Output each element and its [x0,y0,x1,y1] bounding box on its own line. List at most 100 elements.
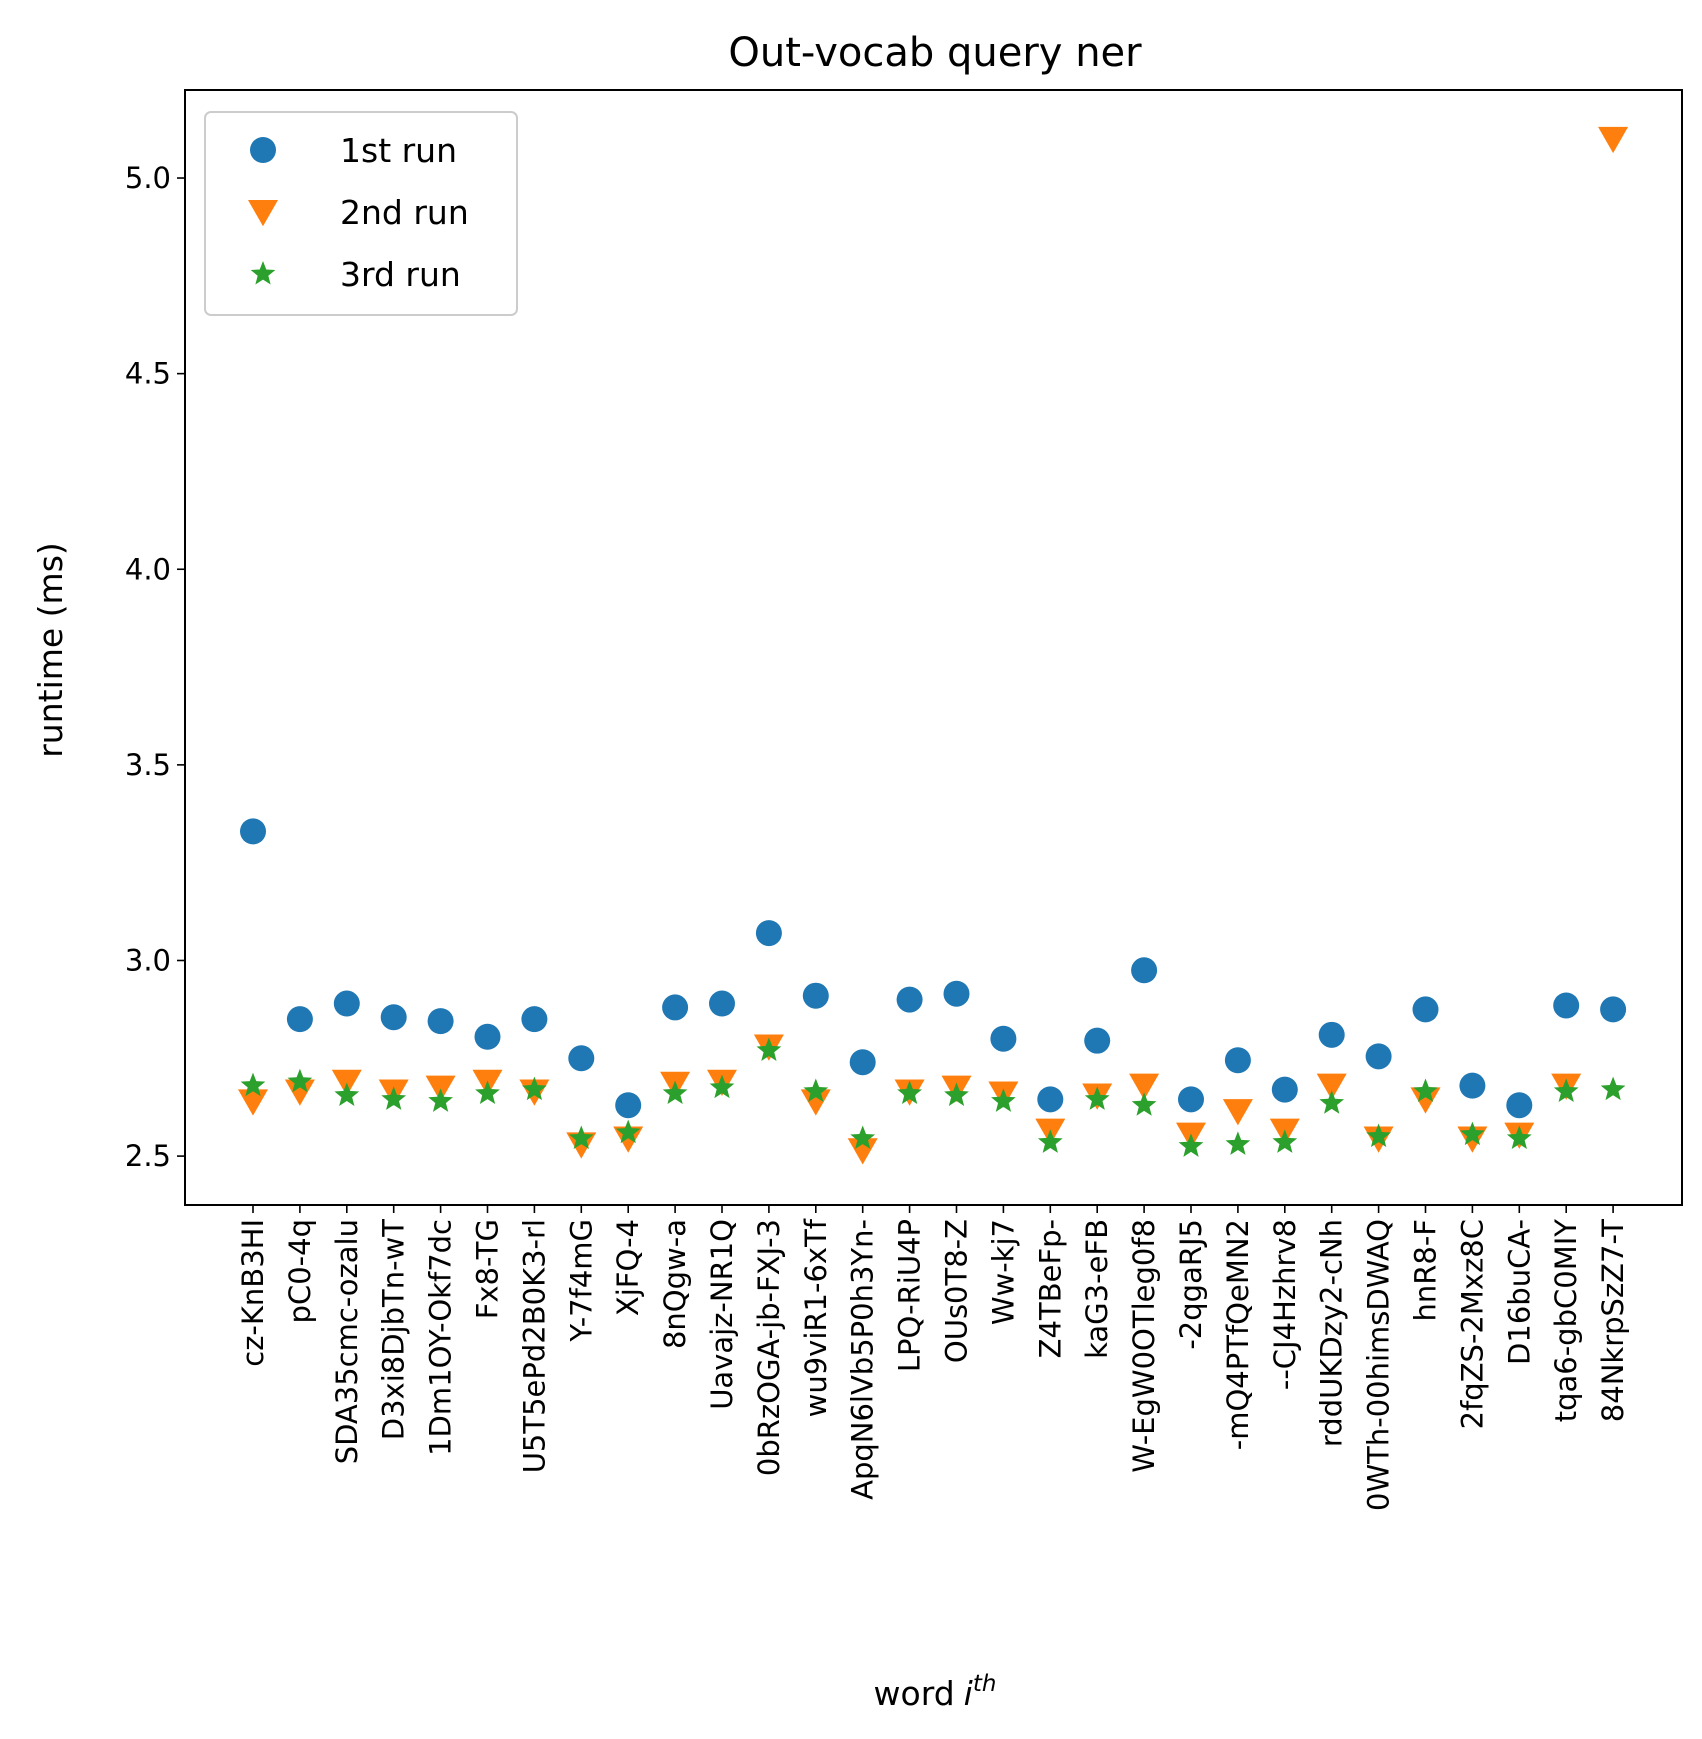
data-point [1319,1090,1345,1114]
x-tick-label: 8nQgw-a [658,1219,692,1349]
data-point [427,1008,454,1035]
data-point [850,1125,876,1150]
x-axis-label-superscript: th [973,1671,997,1697]
data-point [1131,1092,1157,1116]
data-point [1318,1021,1345,1048]
data-point [944,1082,969,1106]
data-point [522,1076,547,1101]
data-point [1271,1076,1298,1103]
data-point [286,1006,313,1033]
data-point [240,818,266,845]
data-point [897,1080,922,1105]
legend-marker [250,261,276,285]
legend-marker [250,137,276,163]
x-tick-label: U5T5ePd2B0K3-rl [517,1219,551,1473]
y-tick-label: 3.0 [125,943,171,977]
x-tick-label: Y-7f4mG [564,1219,598,1343]
x-tick-label: rddUKDzy2-cNh [1315,1219,1349,1447]
data-point [613,1126,644,1153]
data-point [1366,1123,1391,1148]
data-point [284,1079,315,1106]
x-tick-label: hnR8-F [1409,1219,1443,1322]
x-axis-label-variable: i [964,1674,973,1713]
x-axis-label-word: word [874,1674,955,1713]
data-point [1272,1129,1298,1153]
x-tick-label: 84NkrpSzZ7-T [1596,1219,1630,1422]
data-point [943,980,970,1007]
data-point [568,1125,594,1150]
data-point [1129,1073,1160,1100]
x-tick-label: Uavajz-NR1Q [705,1219,739,1410]
data-point [381,1086,407,1110]
data-point [896,986,923,1013]
data-point [475,1080,500,1105]
data-point [333,990,360,1017]
data-point [615,1119,641,1144]
data-point [755,920,782,947]
data-point [428,1088,453,1112]
data-point [1459,1072,1486,1099]
x-tick-label: XjFQ-4 [611,1219,645,1316]
y-axis-label: runtime (ms) [31,542,70,758]
data-point [849,1049,876,1076]
data-point [1084,1027,1111,1054]
data-point [1084,1086,1110,1110]
data-point [709,1074,735,1099]
x-tick-label: 0WTh-00himsDWAQ [1362,1219,1396,1511]
data-point [1598,126,1629,154]
y-tick-label: 4.0 [125,552,171,586]
plot-area [184,89,1683,1206]
x-tick-label: ApqN6lVb5P0h3Yn- [846,1219,880,1500]
data-point [1037,1086,1064,1113]
data-point [990,1025,1017,1052]
x-tick-label: LPQ-RiU4P [893,1219,927,1372]
legend-marker [248,200,278,227]
x-axis: cz-KnB3HI pC0-4q SDA35cmc-ozalu D3xi8DjbTn-… [236,1205,1630,1511]
legend-label: 2nd run [340,193,469,232]
series-1 [240,818,1627,1119]
x-tick-label: pC0-4q [283,1219,317,1323]
x-tick-label: D16buCA- [1502,1219,1536,1365]
data-point [1412,996,1439,1023]
data-point [1410,1087,1441,1114]
x-tick-label: tqa6-gbC0MIY [1549,1219,1583,1423]
data-point [521,1006,548,1033]
data-point [1506,1092,1533,1119]
data-point [1553,992,1580,1019]
plot-frame [184,89,1683,1206]
x-tick-label: -mQ4PTfQeMN2 [1221,1219,1255,1450]
data-point [1037,1129,1063,1153]
x-tick-label: SDA35cmc-ozalu [330,1219,364,1464]
data-point [1222,1099,1253,1126]
x-tick-label: 1Dm1OY-Okf7dc [424,1219,458,1456]
data-point [1225,1131,1251,1155]
legend-label: 3rd run [340,255,461,294]
data-points [238,126,1629,1165]
data-point [1316,1073,1347,1100]
x-tick-label: 2fqZS-2Mxz8C [1455,1219,1489,1429]
data-point [847,1138,878,1165]
legend: 1st run 2nd run 3rd run [204,111,518,316]
data-point [662,994,689,1021]
data-point [803,1078,829,1103]
y-tick-label: 4.5 [125,357,171,391]
data-point [1178,1086,1204,1113]
x-tick-label: -2qgaRJ5 [1174,1219,1208,1350]
x-tick-label: 0bRzOGA-jb-FXJ-3 [752,1219,786,1476]
y-tick-label: 2.5 [125,1139,171,1173]
x-tick-label: Ww-kj7 [986,1219,1020,1325]
x-tick-label: --CJ4Hzhrv8 [1268,1219,1302,1390]
data-point [1178,1133,1204,1157]
data-point [662,1080,688,1105]
data-point [756,1037,782,1061]
data-point [709,990,735,1017]
data-point [1600,996,1627,1023]
data-point [802,982,829,1009]
x-tick-label: kaG3-eFB [1080,1219,1114,1359]
data-point [566,1132,597,1159]
legend-label: 1st run [340,131,457,170]
data-point [1131,957,1158,984]
data-point [380,1004,407,1031]
series-3 [240,1037,1626,1157]
